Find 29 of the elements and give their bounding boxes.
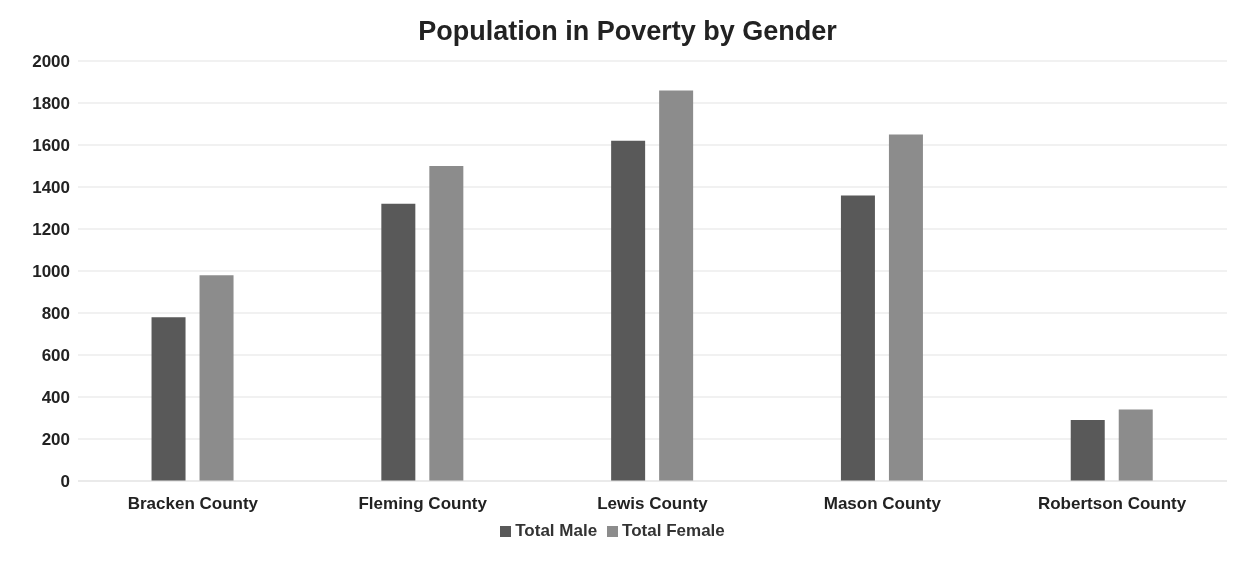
y-tick-label: 2000 (32, 52, 70, 72)
chart-title: Population in Poverty by Gender (417, 16, 838, 47)
legend-label: Total Female (622, 521, 725, 540)
y-tick-label: 1800 (32, 94, 70, 114)
x-tick-label: Lewis County (597, 494, 709, 514)
x-tick-label: Mason County (823, 494, 942, 514)
bar (659, 90, 694, 481)
x-tick-label: Fleming County (358, 494, 488, 514)
y-tick-label: 1000 (32, 262, 70, 282)
y-tick-label: 0 (60, 472, 70, 492)
y-tick-label: 1200 (32, 220, 70, 240)
x-tick-label: Robertson County (1037, 494, 1187, 514)
bar (151, 317, 186, 481)
bar (1070, 420, 1105, 481)
y-tick-label: 200 (41, 430, 70, 450)
bar (199, 275, 234, 481)
y-tick-label: 1600 (32, 136, 70, 156)
bar (611, 140, 646, 481)
bar (1118, 409, 1153, 481)
y-tick-label: 400 (41, 388, 70, 408)
x-tick-label: Bracken County (127, 494, 259, 514)
y-tick-label: 600 (41, 346, 70, 366)
bar (888, 134, 923, 481)
bar (429, 166, 464, 481)
bar (840, 195, 875, 481)
y-tick-label: 800 (41, 304, 70, 324)
bar (381, 203, 416, 481)
legend-label: Total Male (515, 521, 598, 540)
y-tick-label: 1400 (32, 178, 70, 198)
